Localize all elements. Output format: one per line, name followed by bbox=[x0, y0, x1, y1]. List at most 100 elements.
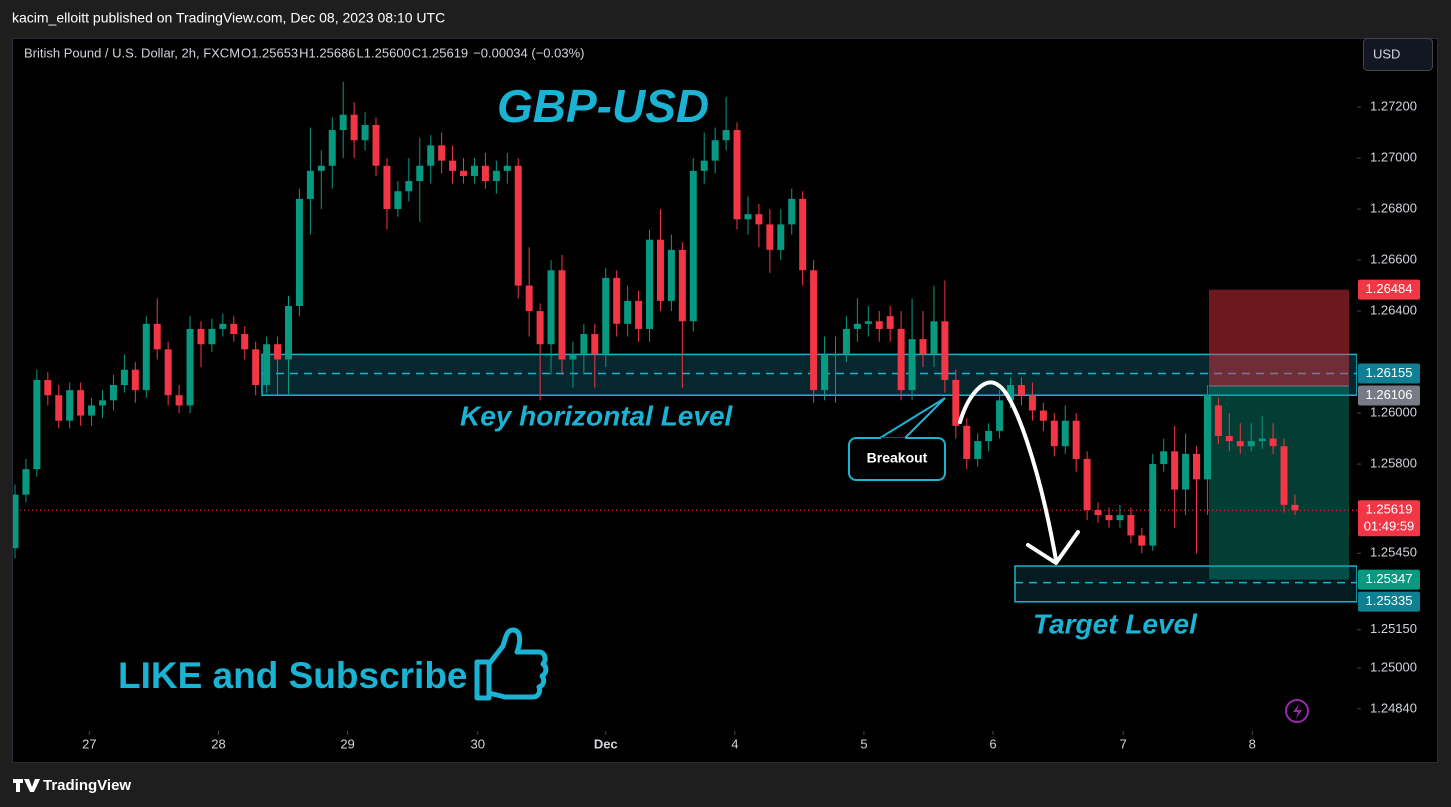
candle-body bbox=[44, 379, 52, 396]
candle-body bbox=[689, 170, 697, 322]
candle-body bbox=[33, 379, 41, 470]
candle-body bbox=[897, 328, 905, 391]
candle-body bbox=[55, 395, 63, 421]
legend-value: 1.25619 bbox=[421, 45, 468, 60]
candle-body bbox=[963, 425, 971, 459]
candle-body bbox=[886, 316, 894, 329]
candle-body bbox=[449, 160, 457, 171]
candle-body bbox=[591, 334, 599, 355]
candle-body bbox=[514, 165, 522, 286]
candle-body bbox=[1094, 509, 1102, 516]
x-tick-label: 5 bbox=[860, 736, 867, 751]
candle-body bbox=[580, 334, 588, 355]
legend-change: −0.00034 (−0.03%) bbox=[473, 45, 584, 60]
candle-body bbox=[492, 170, 500, 182]
candle-body bbox=[1116, 515, 1124, 521]
price-label-bg bbox=[1358, 569, 1420, 590]
candle-body bbox=[1105, 515, 1113, 521]
x-tick-label: 7 bbox=[1120, 736, 1127, 751]
candle-body bbox=[99, 400, 107, 406]
candle-body bbox=[460, 170, 468, 176]
candle-body bbox=[908, 339, 916, 391]
candle-body bbox=[1171, 451, 1179, 490]
y-tick-label: 1.26600 bbox=[1370, 252, 1417, 267]
candle-body bbox=[678, 249, 686, 322]
candle-body bbox=[1061, 420, 1069, 447]
arrow-head bbox=[1026, 530, 1080, 565]
price-label: 1.26155 bbox=[1366, 365, 1413, 380]
candle-body bbox=[1127, 515, 1135, 536]
promo-text: LIKE and Subscribe bbox=[118, 655, 468, 696]
candle-body bbox=[339, 114, 347, 131]
y-tick-label: 1.26800 bbox=[1370, 201, 1417, 216]
candle-body bbox=[372, 124, 380, 166]
x-tick-label: 27 bbox=[82, 736, 96, 751]
legend-title: British Pound / U.S. Dollar, 2h, FXCM bbox=[24, 45, 240, 60]
candle-body bbox=[602, 277, 610, 355]
candle-body bbox=[394, 191, 402, 210]
x-tick-label: 28 bbox=[211, 736, 225, 751]
candle-body bbox=[952, 379, 960, 426]
y-tick-label: 1.24840 bbox=[1370, 700, 1417, 715]
candle-body bbox=[810, 270, 818, 391]
y-tick-label: 1.25800 bbox=[1370, 455, 1417, 470]
candle-body bbox=[700, 160, 708, 171]
candle-body bbox=[525, 285, 533, 312]
candle-body bbox=[613, 277, 621, 324]
candle-body bbox=[481, 165, 489, 182]
candle-body bbox=[22, 469, 30, 495]
price-label: 1.25347 bbox=[1366, 571, 1413, 586]
currency-button[interactable] bbox=[1363, 38, 1433, 71]
price-label-bg bbox=[1358, 363, 1420, 384]
candle-body bbox=[624, 300, 632, 324]
candle-body bbox=[1280, 446, 1288, 505]
candle-body bbox=[1160, 451, 1168, 465]
alert-bolt bbox=[1293, 704, 1302, 719]
y-tick-label: 1.27200 bbox=[1370, 99, 1417, 114]
candle-body bbox=[930, 321, 938, 355]
candle-body bbox=[13, 494, 19, 549]
target-level-label: Target Level bbox=[1033, 608, 1198, 639]
candle-body bbox=[416, 165, 424, 182]
candle-body bbox=[361, 124, 369, 141]
candle-body bbox=[109, 385, 117, 401]
candle-body bbox=[88, 405, 96, 416]
price-label: 1.25619 bbox=[1366, 502, 1413, 517]
candle-body bbox=[306, 170, 314, 199]
candle-body bbox=[197, 328, 205, 345]
x-tick-label: 30 bbox=[471, 736, 485, 751]
key-level-label: Key horizontal Level bbox=[460, 400, 734, 431]
candle-body bbox=[503, 165, 511, 171]
price-label: 1.25335 bbox=[1366, 593, 1413, 608]
alert-icon[interactable] bbox=[1285, 699, 1309, 723]
callout-text: Breakout bbox=[867, 450, 928, 466]
candle-body bbox=[230, 323, 238, 335]
x-tick-label: 4 bbox=[731, 736, 738, 751]
candle-body bbox=[766, 224, 774, 250]
candle-body bbox=[175, 395, 183, 406]
legend-value: 1.25600 bbox=[364, 45, 411, 60]
price-label-bg bbox=[1358, 385, 1420, 406]
y-tick-label: 1.25150 bbox=[1370, 621, 1417, 636]
brand-logo bbox=[13, 779, 40, 792]
price-label: 1.26484 bbox=[1366, 281, 1413, 296]
candle-body bbox=[875, 321, 883, 329]
candle-body bbox=[241, 334, 249, 350]
candle-body bbox=[1225, 436, 1233, 442]
x-tick-label: 29 bbox=[340, 736, 354, 751]
candle-body bbox=[1193, 453, 1201, 480]
candle-body bbox=[142, 323, 150, 391]
candle-body bbox=[1247, 441, 1255, 447]
target-zone bbox=[1014, 565, 1357, 603]
candle-body bbox=[635, 300, 643, 329]
candle-body bbox=[985, 430, 993, 442]
candle-body bbox=[186, 328, 194, 406]
candle-body bbox=[438, 145, 446, 161]
candle-body bbox=[722, 130, 730, 141]
header: kacim_elloitt published on TradingView.c… bbox=[12, 10, 445, 26]
candle-body bbox=[208, 328, 216, 345]
x-tick-label: 6 bbox=[989, 736, 996, 751]
candle-body bbox=[744, 214, 752, 220]
